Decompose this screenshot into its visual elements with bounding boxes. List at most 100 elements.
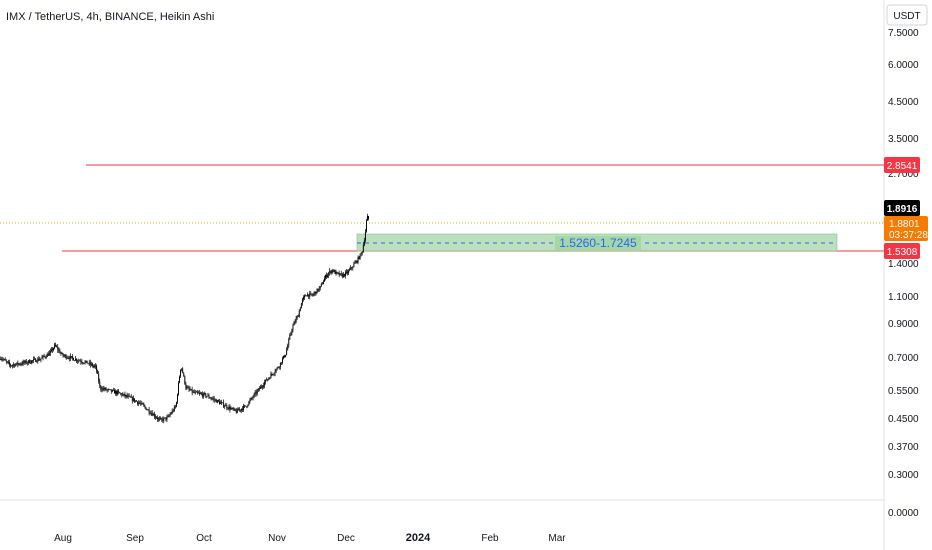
candle-body <box>21 363 23 365</box>
candle-body <box>167 416 169 417</box>
candle-body <box>95 365 96 367</box>
target-zone-label-bg <box>555 236 641 250</box>
candle-body <box>128 395 130 397</box>
candle-body <box>347 271 348 274</box>
candle-body <box>18 363 20 365</box>
candle-body <box>274 371 276 374</box>
resistance-price-label: 2.8541 <box>884 157 920 173</box>
candle-body <box>10 364 11 366</box>
candle-body <box>175 402 177 407</box>
candle-body <box>205 393 207 397</box>
candle-body <box>252 397 254 398</box>
candle-body <box>237 409 239 411</box>
candle-body <box>341 274 343 278</box>
time-axis[interactable]: Aug Sep Oct Nov Dec 2024 Feb Mar <box>54 532 566 544</box>
candle-body <box>56 345 58 347</box>
candle-body <box>352 267 354 268</box>
candle-body <box>25 360 27 364</box>
candle-body <box>223 402 225 407</box>
candle-body <box>222 402 224 404</box>
candle-body <box>301 299 303 304</box>
candle-body <box>101 389 103 391</box>
candle-body <box>51 349 52 352</box>
candle-body <box>219 401 220 404</box>
candle-body <box>330 271 332 273</box>
y-tick-label: 0.3700 <box>888 442 919 453</box>
candle-body <box>280 362 282 364</box>
target-zone-label: 1.5260-1.7245 <box>559 236 637 250</box>
support-price-label: 1.5308 <box>884 243 920 259</box>
candle-body <box>88 362 90 364</box>
candle-body <box>306 295 308 297</box>
candle-body <box>198 392 199 394</box>
candle-body <box>107 389 109 391</box>
candle-body <box>135 400 136 402</box>
current-price-text: 1.8916 <box>887 204 918 215</box>
candle-body <box>164 417 166 419</box>
candle-body <box>194 391 196 393</box>
y-tick-label: 1.1000 <box>888 292 919 303</box>
candle-body <box>41 357 43 359</box>
candle-body <box>32 360 33 362</box>
candle-body <box>316 288 318 294</box>
candle-body <box>324 278 325 282</box>
candle-body <box>157 418 158 420</box>
candle-body <box>336 271 338 273</box>
candle-body <box>268 378 270 380</box>
x-tick-label: Mar <box>548 533 566 544</box>
candle-body <box>334 270 336 274</box>
candle-body <box>367 216 368 221</box>
price-axis[interactable]: 7.5000 6.0000 4.5000 3.5000 2.7000 1.400… <box>888 28 919 519</box>
candle-body <box>154 416 156 418</box>
candle-body <box>100 385 102 390</box>
candle-body <box>193 391 195 393</box>
candle-body <box>70 356 72 357</box>
candle-body <box>354 262 356 264</box>
y-tick-label: 7.5000 <box>888 28 919 39</box>
candle-body <box>262 386 263 388</box>
candle-body <box>47 353 49 356</box>
candle-body <box>137 401 138 404</box>
candle-body <box>72 356 73 358</box>
candle-body <box>126 395 128 397</box>
candle-body <box>221 402 222 404</box>
candle-body <box>180 369 182 377</box>
candle-body <box>284 355 285 357</box>
candle-body <box>34 358 36 360</box>
candle-body <box>303 297 304 300</box>
candle-body <box>5 360 7 362</box>
candle-body <box>196 391 198 393</box>
candle-body <box>195 391 197 393</box>
candle-body <box>265 379 267 383</box>
candle-body <box>308 294 310 297</box>
candle-body <box>80 360 82 362</box>
candle-body <box>165 417 167 420</box>
candle-body <box>39 359 41 361</box>
target-zone[interactable]: 1.5260-1.7245 <box>356 233 838 252</box>
candle-body <box>112 389 114 391</box>
candle-body <box>295 318 297 323</box>
candle-body <box>62 353 64 356</box>
candle-body <box>75 358 77 361</box>
candle-body <box>153 414 155 417</box>
candle-body <box>184 376 186 384</box>
currency-button[interactable]: USDT <box>886 4 928 26</box>
candle-body <box>159 418 161 420</box>
candle-body <box>271 374 273 375</box>
candle-body <box>108 389 110 391</box>
candle-body <box>33 359 35 361</box>
candle-body <box>2 359 4 361</box>
candle-body <box>224 406 226 408</box>
candle-body <box>59 350 61 354</box>
candle-body <box>359 253 361 259</box>
candle-body <box>277 367 279 369</box>
candle-body <box>98 373 100 382</box>
candle-body <box>109 389 111 391</box>
candle-body <box>244 405 246 407</box>
candle-body <box>201 393 203 395</box>
candle-body <box>339 273 341 276</box>
candle-body <box>348 270 350 274</box>
candle-body <box>289 335 291 340</box>
candle-body <box>321 283 323 285</box>
